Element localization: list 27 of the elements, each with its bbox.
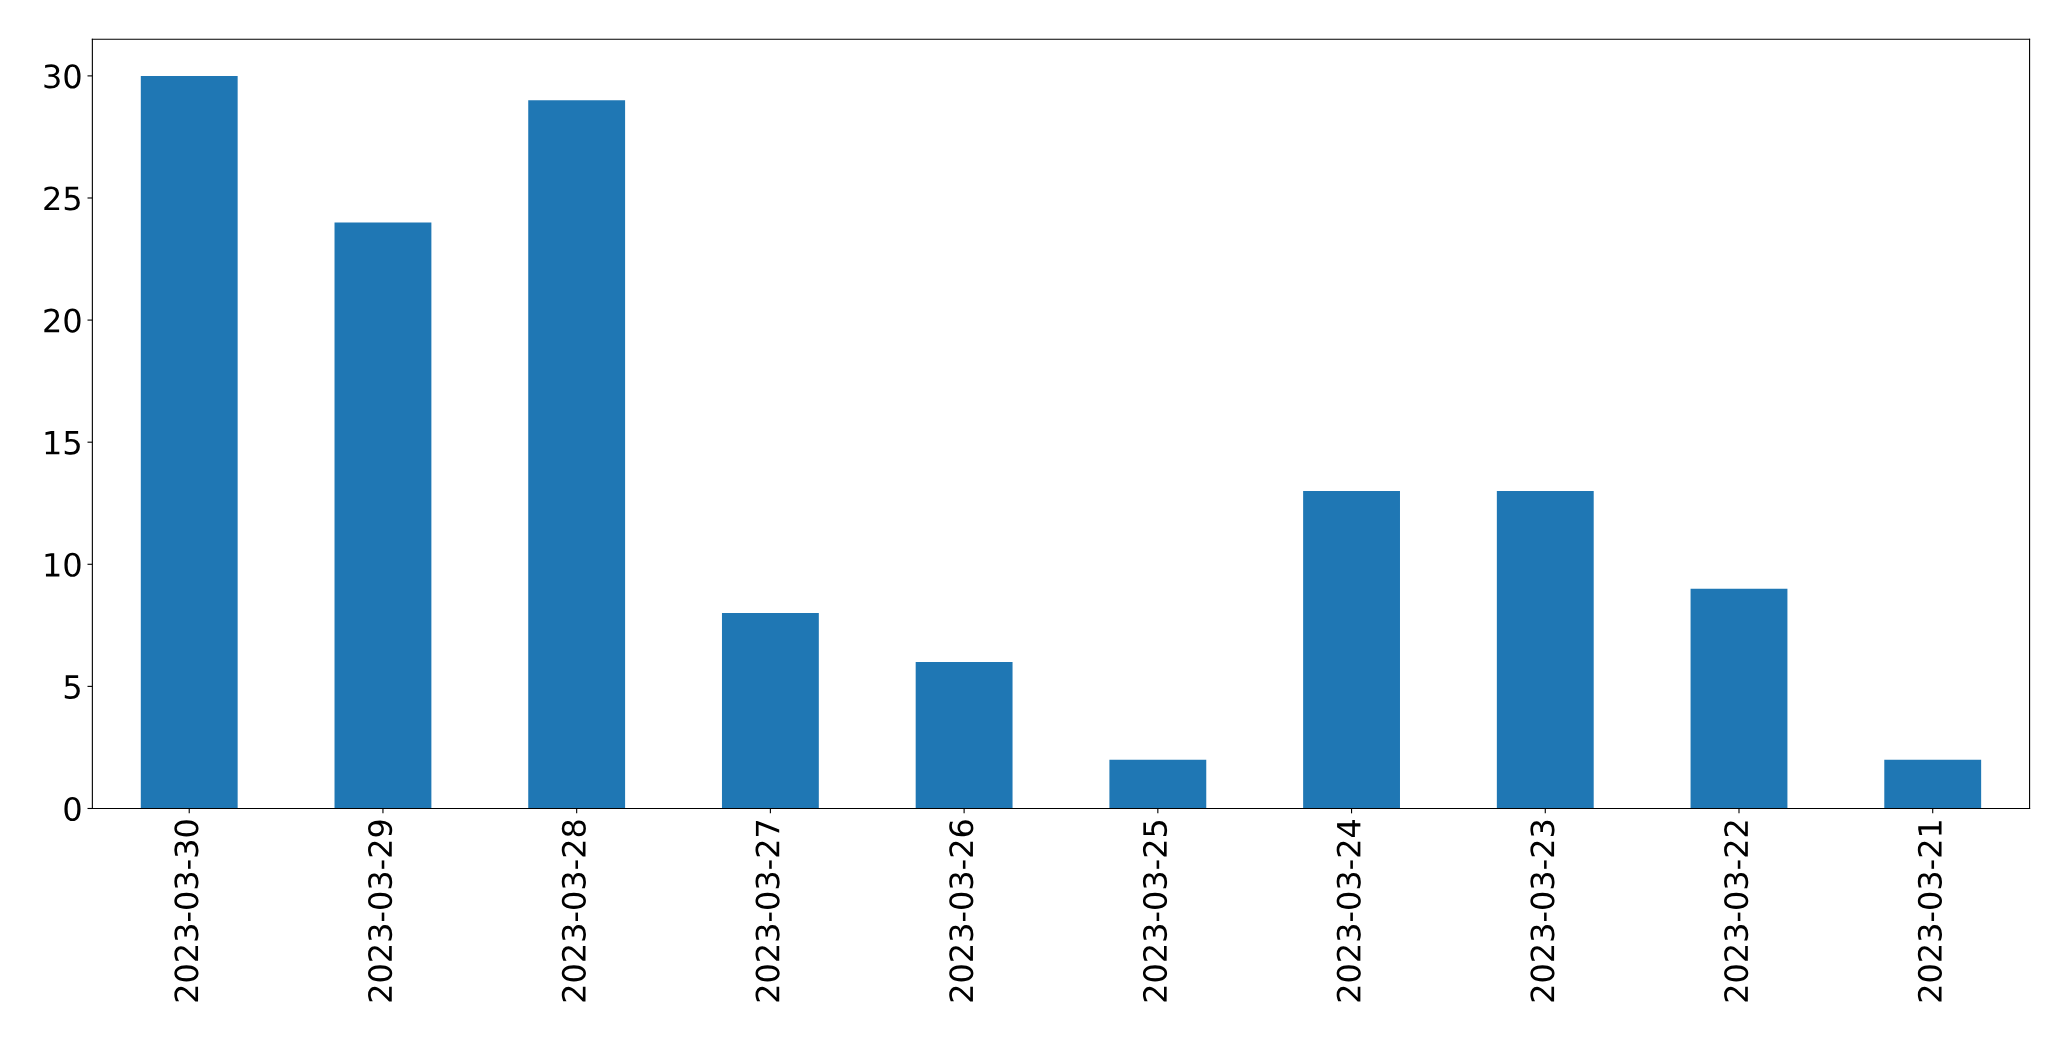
y-tick-label: 20 bbox=[44, 308, 81, 333]
y-tick-label: 30 bbox=[44, 64, 81, 89]
bar bbox=[140, 75, 238, 809]
x-tick-label: 2023-03-30 bbox=[174, 820, 199, 1002]
y-tick-label: 5 bbox=[64, 675, 80, 699]
x-tick-label: 2023-03-27 bbox=[755, 820, 780, 1002]
x-tick-label: 2023-03-26 bbox=[949, 820, 974, 1002]
bar bbox=[721, 613, 819, 809]
bar bbox=[528, 100, 626, 809]
y-tick-label: 25 bbox=[44, 186, 80, 211]
x-tick-label: 2023-03-22 bbox=[1724, 821, 1749, 1002]
x-tick-label: 2023-03-24 bbox=[1336, 820, 1361, 1002]
x-tick-label: 2023-03-23 bbox=[1530, 820, 1555, 1002]
x-tick-label: 2023-03-28 bbox=[561, 820, 586, 1002]
y-tick-label: 15 bbox=[45, 431, 80, 455]
x-tick-label: 2023-03-29 bbox=[368, 820, 393, 1002]
bar bbox=[1496, 491, 1594, 809]
y-tick-label: 10 bbox=[45, 552, 81, 577]
x-tick-label: 2023-03-21 bbox=[1917, 821, 1942, 1002]
bar bbox=[334, 222, 432, 809]
y-tick-label: 0 bbox=[64, 796, 81, 822]
bar bbox=[1690, 588, 1788, 809]
bar bbox=[915, 661, 1013, 809]
bar bbox=[1303, 491, 1400, 809]
bar bbox=[1884, 759, 1982, 809]
bar bbox=[1109, 759, 1207, 809]
x-tick-label: 2023-03-25 bbox=[1142, 820, 1168, 1002]
